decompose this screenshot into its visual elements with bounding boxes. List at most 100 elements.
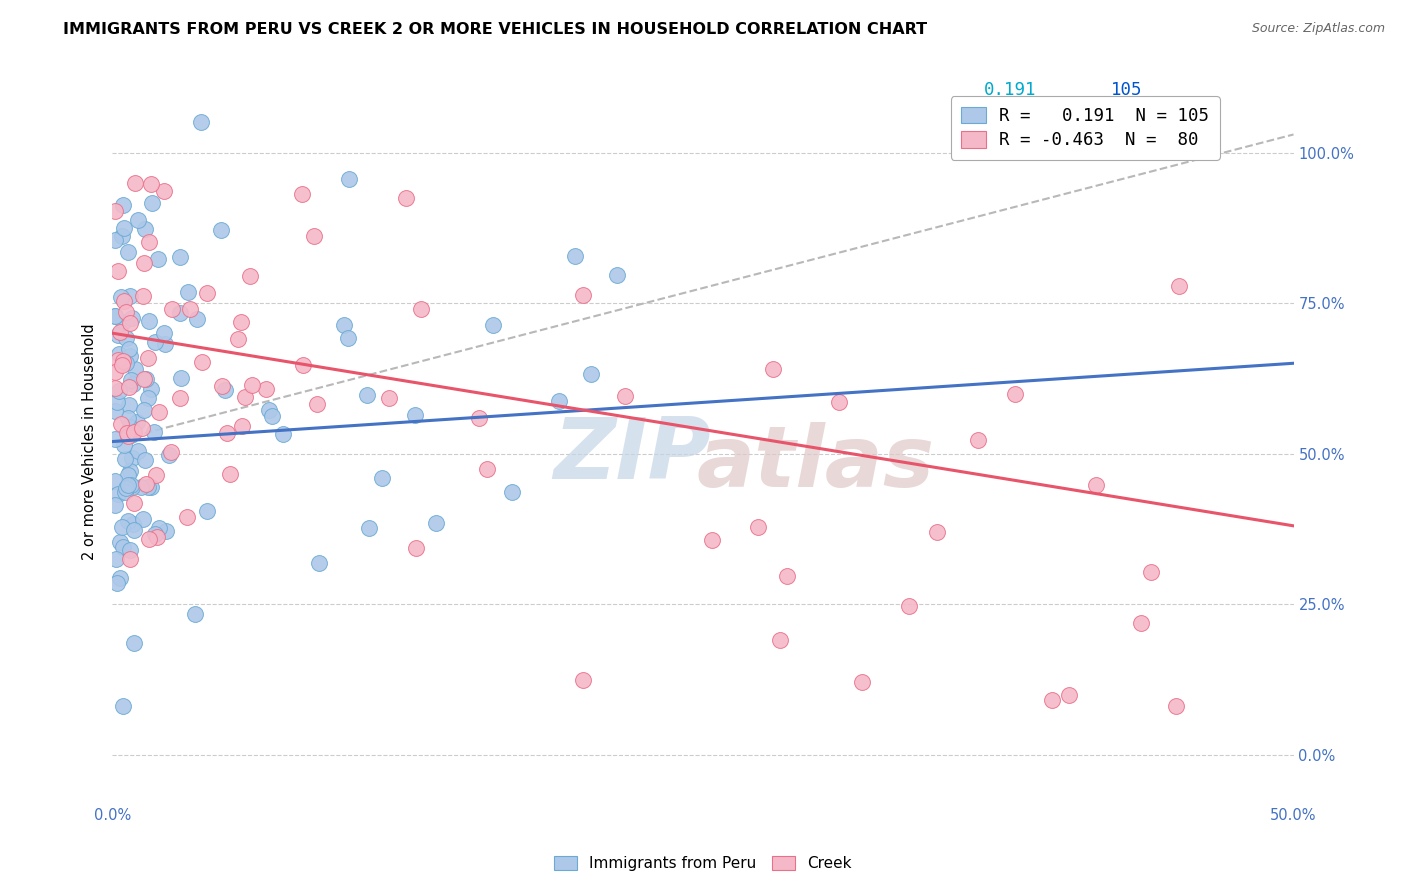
Point [155,524,177,539]
Point [762,362,785,376]
Point [124,361,146,376]
Point [927,525,949,540]
Legend: Immigrants from Peru, Creek: Immigrants from Peru, Creek [548,849,858,877]
Point [169,305,191,319]
Point [291,186,314,201]
Point [138,313,160,327]
Point [105,552,128,566]
Point [122,636,145,650]
Point [425,516,447,530]
Point [136,480,159,494]
Point [122,377,145,392]
Point [117,244,139,259]
Point [112,221,135,235]
Point [134,222,156,236]
Point [153,184,176,198]
Text: 80: 80 [1121,109,1142,127]
Point [118,464,141,478]
Point [308,556,330,570]
Point [107,328,129,343]
Point [122,516,145,531]
Point [139,382,162,396]
Point [108,534,131,549]
Point [1040,693,1063,707]
Point [898,599,921,613]
Point [145,335,167,350]
Point [117,477,139,491]
Point [769,633,792,648]
Point [305,397,328,411]
Point [134,452,156,467]
Point [112,353,135,368]
Point [176,509,198,524]
Point [132,256,155,270]
Point [104,432,127,446]
Point [409,301,432,316]
Point [118,399,141,413]
Point [114,331,136,345]
Point [217,425,239,440]
Legend: R =   0.191  N = 105, R = -0.463  N =  80: R = 0.191 N = 105, R = -0.463 N = 80 [950,96,1220,160]
Point [132,289,155,303]
Point [117,429,139,443]
Text: Source: ZipAtlas.com: Source: ZipAtlas.com [1251,22,1385,36]
Point [108,384,131,398]
Point [108,571,131,585]
Point [120,478,142,492]
Point [967,434,990,448]
Point [111,519,134,533]
Point [169,392,191,406]
Point [257,402,280,417]
Point [104,404,127,418]
Point [110,417,132,432]
Point [337,172,360,186]
Point [112,438,135,452]
Point [405,541,427,555]
Point [211,379,233,393]
Point [107,264,129,278]
Point [125,416,148,430]
Point [122,425,145,439]
Point [153,337,176,351]
Point [111,699,134,714]
Point [105,576,128,591]
Point [120,542,142,557]
Point [138,391,160,405]
Point [370,471,392,485]
Point [233,391,256,405]
Text: 0.191: 0.191 [984,81,1036,99]
Point [138,532,160,546]
Point [359,521,381,535]
Point [775,569,797,583]
Point [124,177,146,191]
Point [169,370,191,384]
Point [127,213,149,227]
Point [851,675,873,690]
Y-axis label: 2 or more Vehicles in Household: 2 or more Vehicles in Household [82,323,97,560]
Point [118,349,141,363]
Text: IMMIGRANTS FROM PERU VS CREEK 2 OR MORE VEHICLES IN HOUSEHOLD CORRELATION CHART: IMMIGRANTS FROM PERU VS CREEK 2 OR MORE … [63,22,928,37]
Point [118,380,141,394]
Point [219,467,242,482]
Point [132,512,155,526]
Point [118,552,141,566]
Point [121,480,143,494]
Point [104,203,127,218]
Text: atlas: atlas [696,422,934,505]
Point [404,408,426,422]
Point [1004,387,1026,401]
Point [197,504,219,518]
Point [138,235,160,249]
Point [118,289,141,303]
Point [114,485,136,500]
Point [111,540,134,554]
Point [111,198,134,212]
Point [129,480,152,494]
Point [229,315,252,329]
Point [118,316,141,330]
Point [120,374,142,388]
Point [190,355,212,369]
Point [132,403,155,417]
Point [214,383,236,397]
Point [108,325,131,339]
